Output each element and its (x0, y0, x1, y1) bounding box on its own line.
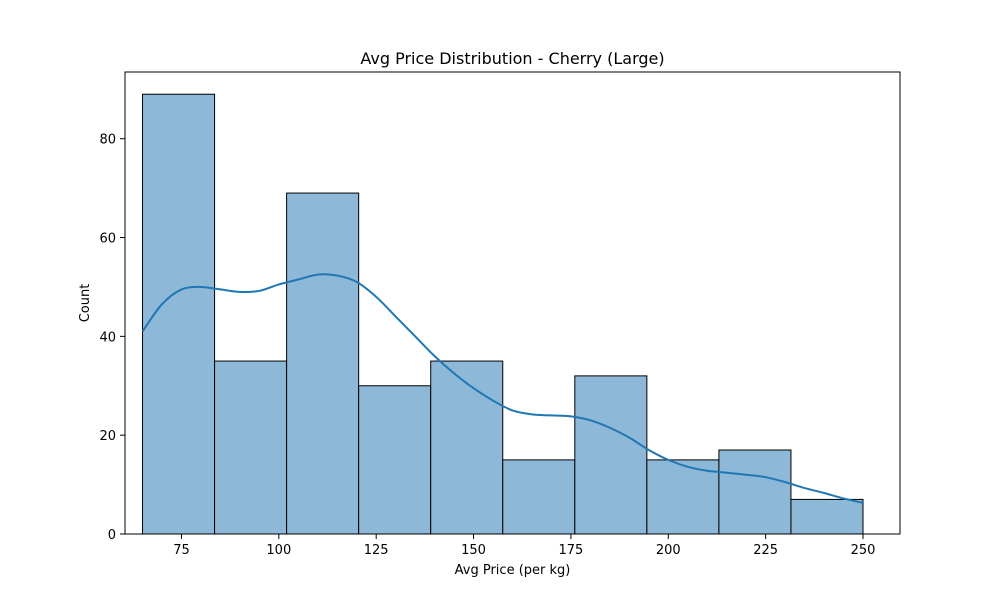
y-axis-ticks: 0 20 40 60 80 (99, 133, 125, 543)
x-axis-ticks: 75 100 125 150 175 200 225 250 (173, 534, 875, 558)
x-tick-label-4: 150 (461, 543, 486, 558)
y-tick-label-4: 60 (99, 232, 116, 247)
x-tick-label-7: 225 (753, 543, 778, 558)
histogram-bar-7 (574, 375, 648, 535)
y-tick-label-5: 80 (99, 133, 116, 148)
chart-title: Avg Price Distribution - Cherry (Large) (360, 49, 664, 68)
histogram-bar-4 (358, 385, 432, 535)
kde-line (141, 273, 864, 504)
y-axis-label: Count (78, 284, 93, 323)
x-tick-label-2: 100 (266, 543, 291, 558)
plot-frame (124, 71, 901, 535)
histogram-bar-3 (286, 192, 360, 535)
histogram-bar-5 (430, 360, 504, 535)
x-tick-label-1: 75 (173, 543, 190, 558)
y-tick-label-2: 20 (99, 429, 116, 444)
histogram-bar-9 (718, 449, 792, 535)
histogram-bar-8 (646, 459, 720, 535)
x-tick-label-8: 250 (851, 543, 876, 558)
histogram-bar-10 (790, 498, 864, 535)
x-tick-label-5: 175 (559, 543, 584, 558)
x-tick-label-6: 200 (656, 543, 681, 558)
y-tick-label-1: 0 (108, 528, 116, 543)
y-tick-label-3: 40 (99, 330, 116, 345)
bars-group (142, 93, 864, 535)
histogram-bar-6 (502, 459, 576, 535)
histogram-bar-2 (214, 360, 288, 535)
x-tick-label-3: 125 (364, 543, 389, 558)
x-axis-label: Avg Price (per kg) (455, 563, 571, 578)
